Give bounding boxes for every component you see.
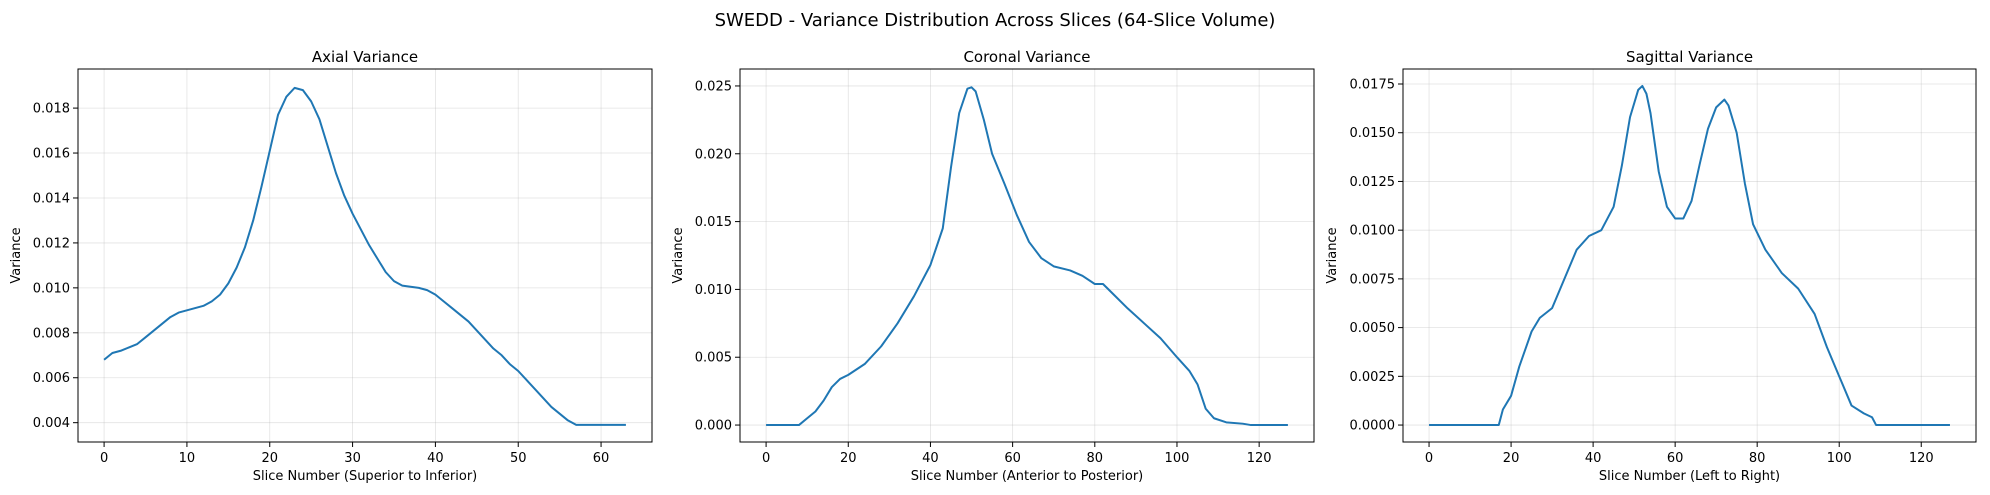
axes-frame (77, 68, 653, 443)
y-tick-label: 0.0150 (1350, 126, 1396, 141)
x-tick-label: 20 (1503, 451, 1520, 466)
x-tick-label: 30 (344, 451, 361, 466)
y-tick-label: 0.006 (33, 371, 70, 386)
x-tick-label: 100 (1827, 451, 1852, 466)
y-tick-label: 0.010 (33, 281, 70, 296)
x-tick-label: 80 (1087, 451, 1104, 466)
x-tick-label: 20 (261, 451, 278, 466)
panel-title: Axial Variance (312, 48, 418, 66)
y-tick-label: 0.014 (33, 191, 70, 206)
variance-series-line (1429, 84, 1950, 427)
y-tick-label: 0.012 (33, 236, 70, 251)
y-tick-label: 0.010 (695, 283, 732, 298)
x-tick-label: 100 (1165, 451, 1190, 466)
x-tick-label: 80 (1749, 451, 1766, 466)
y-tick-label: 0.005 (695, 351, 732, 366)
y-tick-label: 0.0075 (1350, 272, 1396, 287)
y-tick-label: 0.000 (695, 419, 732, 434)
x-tick-label: 10 (179, 451, 196, 466)
panel-title: Sagittal Variance (1626, 48, 1753, 66)
y-tick-label: 0.018 (33, 102, 70, 117)
x-tick-label: 40 (922, 451, 939, 466)
y-tick-label: 0.0175 (1350, 78, 1396, 93)
axes-frame (1402, 68, 1977, 443)
y-tick-label: 0.025 (695, 79, 732, 94)
axial-panel: Axial Variance Slice Number (Superior to… (9, 48, 653, 484)
y-tick-label: 0.020 (695, 147, 732, 162)
x-tick-label: 0 (100, 451, 108, 466)
y-tick-label: 0.0000 (1350, 419, 1396, 434)
y-tick-label: 0.008 (33, 326, 70, 341)
x-axis-label: Slice Number (Anterior to Posterior) (911, 469, 1144, 484)
x-tick-label: 40 (1585, 451, 1602, 466)
x-tick-label: 0 (1425, 451, 1433, 466)
x-tick-label: 50 (510, 451, 527, 466)
y-axis-label: Variance (9, 227, 24, 283)
y-tick-label: 0.0100 (1350, 224, 1396, 239)
x-tick-label: 120 (1247, 451, 1272, 466)
y-tick-label: 0.015 (695, 215, 732, 230)
x-tick-label: 60 (1667, 451, 1684, 466)
y-tick-label: 0.016 (33, 147, 70, 162)
y-tick-label: 0.004 (33, 416, 70, 431)
x-tick-label: 0 (762, 451, 770, 466)
coronal-panel: Coronal Variance Slice Number (Anterior … (671, 48, 1315, 484)
x-tick-label: 60 (593, 451, 610, 466)
variance-series-line (103, 86, 626, 426)
sagittal-panel: Sagittal Variance Slice Number (Left to … (1325, 48, 1977, 484)
x-tick-label: 20 (840, 451, 857, 466)
x-tick-label: 40 (427, 451, 444, 466)
x-axis-label: Slice Number (Superior to Inferior) (253, 469, 477, 484)
x-axis-label: Slice Number (Left to Right) (1599, 469, 1780, 484)
y-axis-label: Variance (1325, 227, 1340, 283)
x-tick-label: 120 (1909, 451, 1934, 466)
axes-frame (739, 68, 1315, 443)
figure-suptitle: SWEDD - Variance Distribution Across Sli… (715, 10, 1276, 31)
y-tick-label: 0.0125 (1350, 175, 1396, 190)
y-tick-label: 0.0025 (1350, 370, 1396, 385)
y-axis-label: Variance (671, 227, 686, 283)
y-tick-label: 0.0050 (1350, 321, 1396, 336)
variance-series-line (766, 86, 1288, 427)
panel-title: Coronal Variance (963, 48, 1090, 66)
x-tick-label: 60 (1004, 451, 1021, 466)
